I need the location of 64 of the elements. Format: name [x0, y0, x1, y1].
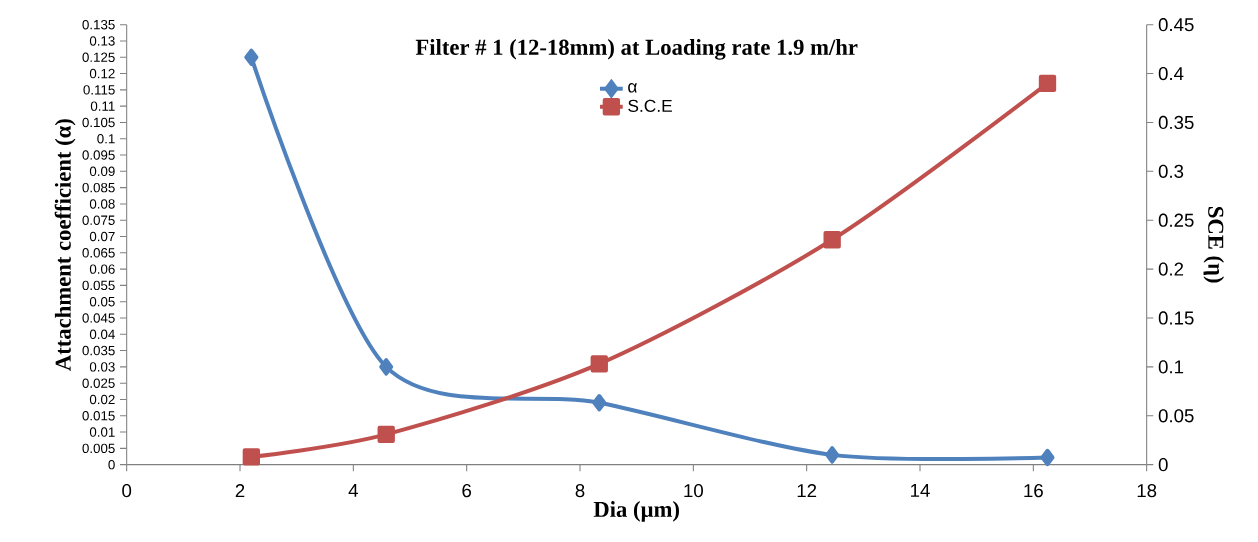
x-tick-label: 18 — [1137, 484, 1157, 498]
x-tick-label: 4 — [348, 484, 358, 497]
y-tick-label: 0.09 — [89, 166, 115, 177]
point — [377, 425, 395, 444]
y2-tick-label: 0.1 — [1158, 360, 1184, 374]
y2-tick-label: 0.25 — [1158, 213, 1194, 227]
y-tick-label: 0.005 — [82, 443, 115, 454]
y2-tick-label: 0.45 — [1158, 18, 1194, 32]
y-tick-label: 0.13 — [89, 36, 115, 46]
y-tick-label: 0.1 — [97, 134, 115, 144]
x-tick-label: 8 — [575, 484, 585, 498]
x-tick-label: 6 — [462, 484, 472, 498]
point — [592, 394, 607, 412]
y-tick-label: 0.11 — [90, 101, 115, 111]
y-tick-label: 0.12 — [89, 68, 115, 79]
y-tick-label: 0.035 — [82, 345, 115, 356]
y-tick-label: 0.095 — [82, 150, 115, 160]
y-tick-label: 0.03 — [89, 362, 115, 372]
y-tick-label: 0.055 — [82, 280, 115, 291]
point — [823, 231, 841, 249]
x-tick-label: 14 — [911, 484, 930, 497]
y-tick-label: 0.065 — [82, 248, 115, 258]
x-tick-label: 16 — [1024, 484, 1043, 498]
y-tick-label: 0.105 — [82, 117, 115, 128]
legend-label: α — [628, 83, 637, 93]
y-tick-label: 0.115 — [83, 85, 115, 95]
x-tick-label: 0 — [122, 484, 132, 498]
y-axis-title: Attachment coefficient (α) — [54, 119, 76, 371]
y-tick-label: 0.075 — [82, 215, 115, 225]
y-tick-label: 0.135 — [82, 19, 115, 30]
y-tick-label: 0.05 — [89, 296, 115, 307]
point — [244, 48, 259, 66]
y2-tick-label: 0.2 — [1158, 262, 1184, 276]
x-tick-label: 12 — [797, 484, 817, 498]
y-tick-label: 0.045 — [82, 313, 115, 323]
y2-tick-label: 0.4 — [1158, 66, 1184, 81]
point — [1040, 448, 1055, 467]
y2-tick-label: 0.3 — [1158, 164, 1184, 178]
y-tick-label: 0.02 — [89, 394, 115, 405]
point — [825, 446, 840, 464]
y2-tick-label: 0.05 — [1158, 409, 1194, 423]
y-tick-label: 0.015 — [82, 411, 115, 421]
legend-label: S.C.E — [628, 99, 672, 112]
y2-tick-label: 0 — [1158, 458, 1168, 472]
x-axis-title: Dia (µm) — [593, 501, 679, 522]
point — [590, 355, 608, 373]
x-tick-label: 2 — [235, 484, 245, 498]
point — [1038, 74, 1057, 92]
y2-tick-label: 0.15 — [1158, 311, 1194, 325]
x-tick-label: 10 — [684, 484, 703, 498]
point — [242, 448, 261, 466]
y-tick-label: 0.01 — [89, 427, 115, 437]
y-tick-label: 0.08 — [89, 199, 115, 209]
y-tick-label: 0.06 — [89, 264, 115, 274]
y-tick-label: 0 — [108, 459, 115, 470]
y-tick-label: 0.025 — [82, 378, 115, 388]
y2-tick-label: 0.35 — [1158, 115, 1194, 130]
y-tick-label: 0.07 — [89, 231, 115, 242]
text: Filter # 1 (12-18mm) at Loading rate 1.9 m/hr — [415, 38, 858, 60]
point — [379, 358, 394, 376]
y2-axis-title: SCE (η) — [1203, 207, 1225, 283]
y-tick-label: 0.04 — [89, 329, 115, 339]
y-tick-label: 0.125 — [82, 52, 115, 62]
y-tick-label: 0.085 — [82, 182, 115, 193]
